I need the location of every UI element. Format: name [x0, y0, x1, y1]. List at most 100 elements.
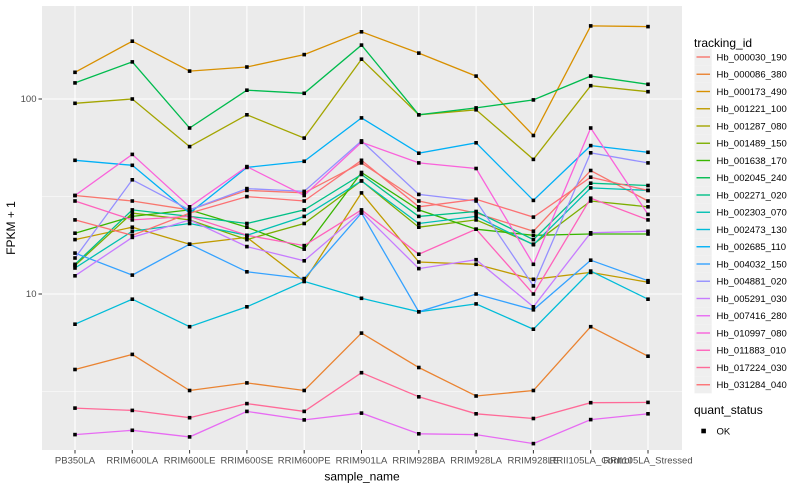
- data-point: [588, 258, 593, 262]
- data-point: [417, 365, 421, 370]
- legend-item-label: Hb_007416_280: [717, 311, 787, 322]
- legend-item: Hb_004881_020: [694, 272, 787, 290]
- data-point: [187, 144, 192, 149]
- data-point: [646, 183, 650, 188]
- data-point: [474, 394, 478, 398]
- data-point: [73, 231, 77, 235]
- data-point: [302, 243, 306, 248]
- data-point: [130, 428, 135, 433]
- legend-item-label: Hb_001638_170: [717, 156, 787, 167]
- data-point: [73, 432, 77, 437]
- data-point: [302, 91, 306, 96]
- legend-item-label: Hb_002685_110: [717, 242, 787, 253]
- data-point: [417, 51, 421, 55]
- legend-item: Hb_031284_040: [694, 376, 787, 394]
- y-tick-label: 100: [21, 94, 37, 105]
- data-points: [73, 24, 650, 446]
- data-point: [588, 400, 593, 405]
- data-point: [245, 113, 249, 117]
- data-point: [474, 209, 478, 214]
- data-point: [302, 247, 306, 251]
- data-point: [588, 181, 593, 185]
- legend-item-label: Hb_000030_190: [717, 52, 787, 63]
- data-point: [130, 225, 135, 229]
- x-tick-label: RRIM600LA: [106, 456, 158, 467]
- data-point: [417, 151, 421, 155]
- data-point: [73, 237, 77, 242]
- data-point: [130, 408, 135, 413]
- data-point: [73, 70, 77, 75]
- x-tick-label: RRIM901LA: [336, 456, 388, 467]
- data-point: [417, 161, 421, 165]
- legend-item-label: Hb_002045_240: [717, 173, 787, 184]
- data-point: [245, 65, 249, 69]
- legend-item-label: Hb_031284_040: [717, 380, 787, 391]
- data-point: [531, 233, 536, 238]
- data-point: [187, 211, 192, 215]
- quant-status-label: OK: [717, 426, 731, 437]
- legend-item-label: Hb_017224_030: [717, 363, 787, 374]
- data-point: [646, 412, 650, 416]
- x-axis-title: sample_name: [324, 470, 400, 484]
- y-axis-title: FPKM + 1: [4, 201, 18, 255]
- legend-item: Hb_001489_150: [694, 134, 787, 152]
- legend-item-label: Hb_001221_100: [717, 104, 787, 115]
- data-point: [130, 208, 135, 212]
- data-point: [531, 441, 536, 446]
- data-point: [302, 221, 306, 226]
- data-point: [646, 205, 650, 209]
- data-point: [417, 266, 421, 271]
- data-point: [359, 161, 364, 165]
- data-point: [474, 166, 478, 171]
- data-point: [73, 193, 77, 198]
- data-point: [646, 24, 650, 29]
- legend-item: Hb_011883_010: [694, 341, 786, 359]
- data-point: [187, 208, 192, 212]
- data-point: [531, 242, 536, 247]
- data-point: [474, 197, 478, 202]
- data-point: [73, 158, 77, 163]
- data-point: [73, 367, 77, 372]
- data-point: [302, 136, 306, 140]
- data-point: [187, 242, 192, 246]
- data-point: [245, 88, 249, 92]
- data-point: [359, 30, 364, 34]
- data-point: [359, 296, 364, 301]
- x-tick-label: RRIM928LE: [508, 456, 560, 467]
- data-point: [531, 237, 536, 242]
- data-point: [588, 199, 593, 203]
- legend-item: Hb_000173_490: [694, 82, 787, 101]
- data-point: [417, 208, 421, 212]
- data-point: [646, 400, 650, 405]
- data-point: [302, 199, 306, 203]
- data-point: [245, 235, 249, 240]
- data-point: [588, 269, 593, 273]
- data-point: [187, 324, 192, 329]
- data-point: [302, 214, 306, 219]
- data-point: [417, 310, 421, 314]
- data-point: [646, 82, 650, 87]
- data-point: [417, 260, 421, 264]
- data-point: [417, 252, 421, 256]
- data-point: [474, 262, 478, 267]
- legend: tracking_id Hb_000030_190 Hb_000086_380 Hb_…: [694, 36, 787, 440]
- data-point: [73, 199, 77, 203]
- data-point: [73, 256, 77, 260]
- data-point: [302, 193, 306, 198]
- data-point: [417, 395, 421, 399]
- data-point: [302, 189, 306, 194]
- data-point: [245, 244, 249, 249]
- legend-item: Hb_001638_170: [694, 151, 787, 170]
- data-point: [245, 164, 249, 169]
- legend-item: Hb_000086_380: [694, 65, 787, 83]
- data-point: [359, 170, 364, 175]
- legend-item: Hb_002303_070: [694, 203, 787, 221]
- data-point: [359, 158, 364, 163]
- legend-item: Hb_002473_130: [694, 220, 787, 239]
- legend-item: Hb_000030_190: [694, 48, 787, 66]
- data-point: [646, 188, 650, 193]
- legend-item: Hb_010997_080: [694, 324, 787, 342]
- data-point: [588, 151, 593, 155]
- data-point: [359, 172, 364, 177]
